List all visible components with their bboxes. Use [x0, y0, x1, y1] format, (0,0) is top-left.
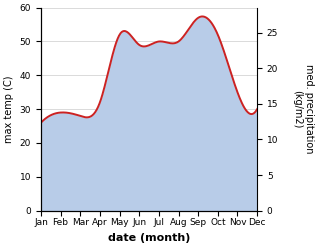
Y-axis label: max temp (C): max temp (C) [4, 75, 14, 143]
X-axis label: date (month): date (month) [108, 233, 190, 243]
Y-axis label: med. precipitation
(kg/m2): med. precipitation (kg/m2) [292, 64, 314, 154]
